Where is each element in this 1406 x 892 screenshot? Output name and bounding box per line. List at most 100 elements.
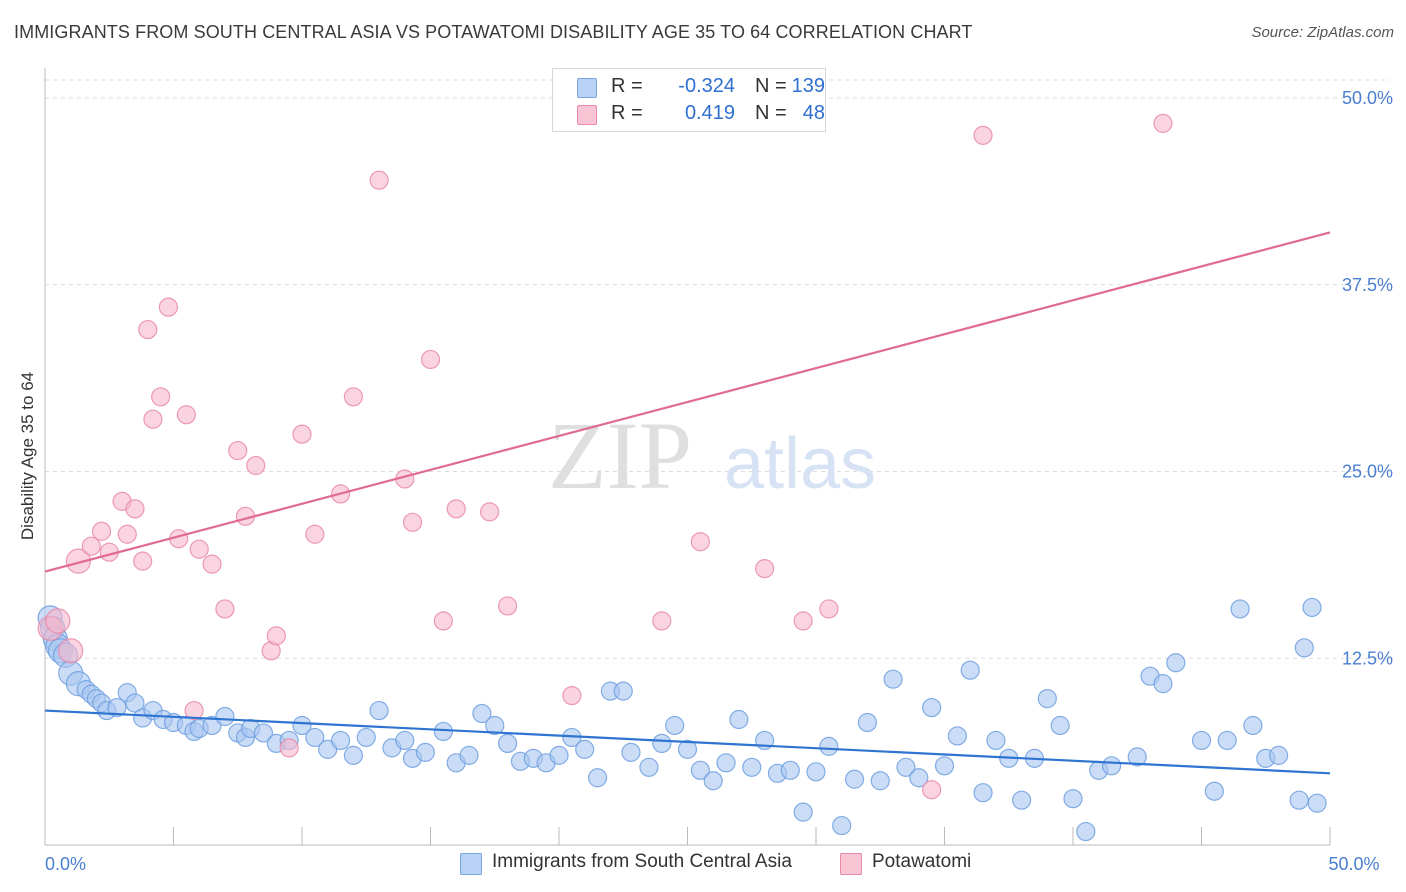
immigrants-point: [369, 700, 389, 721]
potawatomi-point: [158, 297, 178, 317]
immigrants-point: [498, 733, 518, 754]
immigrants-point: [1217, 730, 1237, 751]
immigrants-point: [330, 730, 351, 751]
potawatomi-point: [446, 499, 466, 519]
immigrants-point: [896, 757, 916, 777]
potawatomi-point: [369, 170, 389, 190]
potawatomi-point: [498, 596, 518, 616]
immigrants-point: [960, 660, 980, 680]
potawatomi-point: [138, 319, 158, 340]
immigrants-point: [883, 669, 903, 689]
immigrants-point: [549, 745, 569, 765]
y-axis-label: Disability Age 35 to 64: [18, 371, 37, 541]
immigrants-point: [613, 681, 633, 701]
bottom-legend-potawatomi: Potawatomi: [840, 851, 1000, 877]
data-points: [37, 113, 1327, 842]
gridlines: [45, 79, 1390, 659]
potawatomi-point: [562, 685, 582, 706]
immigrants-point: [639, 757, 659, 777]
immigrants-point: [1230, 599, 1250, 619]
immigrants-point: [780, 760, 800, 780]
immigrants-point: [575, 739, 595, 759]
immigrants-point: [870, 771, 890, 791]
legend-n-label: N =: [755, 102, 787, 124]
potawatomi-point: [117, 524, 137, 544]
potawatomi-point: [215, 599, 235, 619]
potawatomi-point: [819, 599, 839, 619]
potawatomi-point: [133, 551, 153, 571]
potawatomi-point: [202, 554, 222, 574]
immigrants-point: [485, 715, 505, 736]
watermark: ZIP atlas: [548, 402, 876, 509]
x-tick-label: 50.0%: [1328, 854, 1379, 874]
immigrants-point: [395, 730, 415, 751]
trend-lines: [44, 231, 1331, 775]
immigrants-point: [343, 745, 363, 765]
source-credit: Source: ZipAtlas.com: [1251, 24, 1394, 41]
immigrants-point: [1289, 790, 1309, 810]
watermark-atlas: atlas: [724, 424, 876, 504]
immigrants-point: [729, 709, 749, 730]
legend-r-value: 0.419: [684, 102, 735, 124]
y-tick-label: 50.0%: [1342, 88, 1393, 108]
immigrants-point: [819, 736, 839, 756]
immigrants-point: [793, 802, 813, 822]
legend-r-value: -0.324: [678, 75, 735, 97]
potawatomi-point: [793, 611, 813, 631]
immigrants-point: [1076, 821, 1096, 842]
immigrants-point: [703, 771, 723, 791]
immigrants-point: [1243, 715, 1263, 736]
immigrants-point: [652, 733, 672, 754]
potawatomi-point: [754, 559, 775, 579]
immigrants-point: [986, 730, 1006, 751]
legend-n-label: N =: [755, 75, 787, 97]
legend-n-value: 48: [802, 102, 825, 124]
potawatomi-point: [184, 700, 204, 721]
immigrants-point: [947, 726, 967, 746]
immigrants-point: [690, 760, 710, 780]
potawatomi-point: [228, 440, 248, 461]
stats-legend: R = -0.324 N = 139 R = 0.419 N = 48: [552, 68, 826, 132]
immigrants-point: [125, 693, 145, 713]
immigrants-trend-line: [44, 709, 1331, 775]
immigrants-point: [433, 721, 453, 742]
immigrants-point: [253, 723, 274, 743]
potawatomi-point: [65, 548, 92, 574]
immigrants-point: [459, 745, 479, 765]
chart-title: IMMIGRANTS FROM SOUTH CENTRAL ASIA VS PO…: [14, 22, 973, 42]
immigrants-point: [665, 715, 685, 736]
potawatomi-point: [973, 125, 993, 145]
potawatomi-point: [305, 524, 325, 544]
legend-r-label: R =: [611, 102, 643, 124]
potawatomi-point: [143, 409, 163, 429]
immigrants-point: [305, 727, 325, 748]
immigrants-point: [292, 715, 312, 736]
potawatomi-point: [279, 738, 299, 758]
immigrants-point: [356, 727, 376, 748]
potawatomi-point: [58, 638, 84, 664]
potawatomi-point: [420, 349, 441, 370]
bottom-legend-label: Potawatomi: [872, 851, 972, 872]
immigrants-point: [1268, 745, 1289, 765]
potawatomi-point: [91, 521, 112, 541]
immigrants-point: [973, 783, 993, 803]
immigrants-point: [621, 742, 641, 762]
immigrants-point: [716, 753, 736, 773]
immigrants-point: [1153, 674, 1173, 694]
immigrants-point: [1050, 715, 1070, 736]
y-tick-label: 12.5%: [1342, 648, 1393, 668]
immigrants-point: [1166, 653, 1186, 673]
axes: [44, 68, 1331, 846]
immigrants-point: [1127, 747, 1147, 767]
potawatomi-point: [480, 502, 500, 522]
potawatomi-point: [343, 387, 363, 407]
potawatomi-point: [292, 424, 312, 444]
legend-n-value: 139: [791, 75, 825, 97]
immigrants-point: [1191, 730, 1212, 751]
immigrants-point: [832, 815, 852, 836]
immigrants-point: [1063, 789, 1083, 809]
bottom-legend-swatch-blue: [460, 853, 482, 875]
potawatomi-point: [45, 608, 71, 634]
immigrants-point: [806, 762, 826, 782]
